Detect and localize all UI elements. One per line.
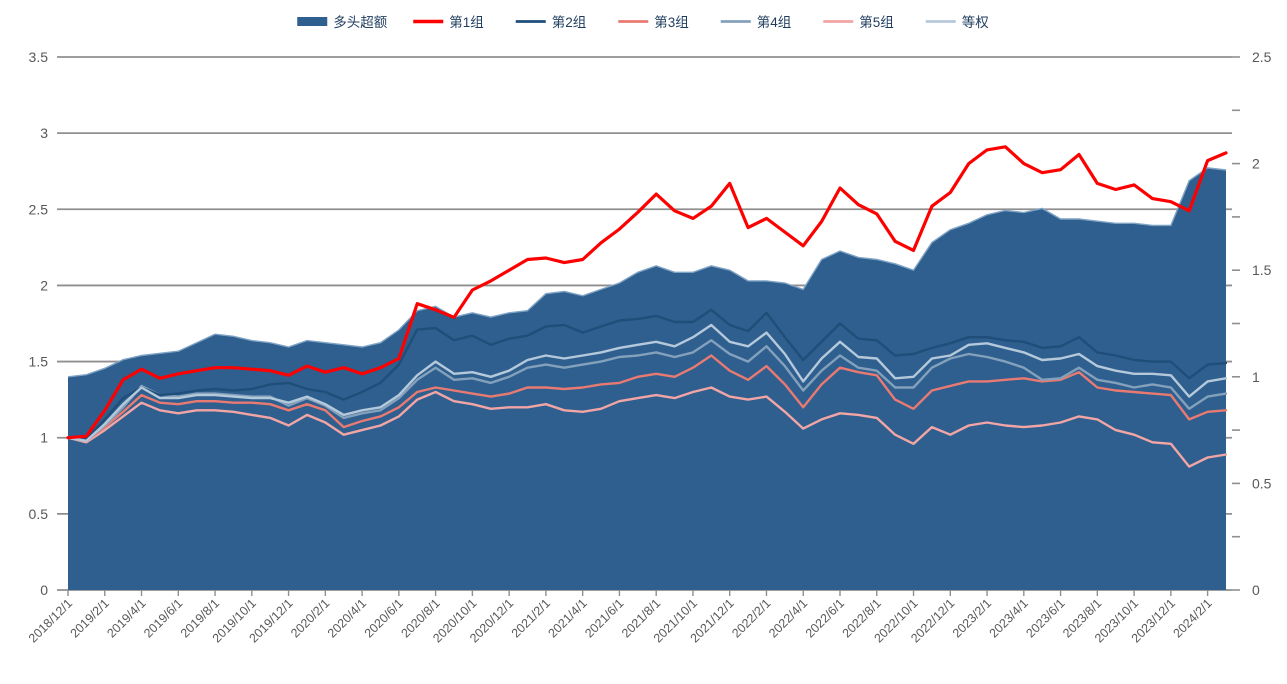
x-axis-tick-label: 2023/4/1 [987,596,1031,640]
series-area-long-excess [68,167,1226,590]
legend: 多头超额 第1组 第2组 第3组 第4组 第5组 等权 [297,14,989,30]
legend-item-3: 第3组 [618,14,689,30]
left-axis-tick-label: 2 [40,277,48,293]
left-axis-tick-label: 3 [40,125,48,141]
series-area-top-edge [67,167,1227,378]
legend-item-2: 第2组 [515,14,587,30]
x-axis-tick-label: 2022/4/1 [766,596,810,640]
series-line-2 [66,354,1228,442]
x-axis-tick-label: 2019/6/1 [141,596,185,640]
legend-label: 第5组 [859,14,894,30]
right-axis-tick-label: 0.5 [1252,475,1272,491]
series-line-4 [66,308,1228,441]
legend-label: 第1组 [449,14,484,30]
left-axis-tick-label: 3.5 [29,49,49,65]
x-axis-tick-label: 2023/6/1 [1023,596,1067,640]
legend-label: 多头超额 [333,14,387,30]
x-axis-tick-label: 2019/2/1 [68,596,112,640]
legend-item-5: 第5组 [823,14,894,30]
right-axis-tick-label: 2.5 [1252,49,1272,65]
left-axis-tick-label: 2.5 [29,201,49,217]
legend-label: 第3组 [654,14,689,30]
right-axis-tick-label: 2 [1252,156,1260,172]
x-axis-tick-label: 2023/2/1 [950,596,994,640]
series-line-1 [66,386,1228,468]
x-axis-tick-label: 2022/2/1 [729,596,773,640]
x-axis-tick-label: 2020/2/1 [288,596,332,640]
x-axis-tick-label: 2019/4/1 [104,596,148,640]
x-axis-tick-label: 2021/2/1 [509,596,553,640]
right-axis-tick-label: 1 [1252,369,1260,385]
left-axis-tick-label: 1 [40,430,48,446]
x-axis-tick-label: 2021/4/1 [545,596,589,640]
series-line-6 [66,145,1228,440]
legend-item-6: 等权 [925,14,990,30]
left-axis-tick-label: 0.5 [29,506,49,522]
legend-swatch-area [297,17,328,26]
x-axis-tick-label: 2022/6/1 [803,596,847,640]
x-axis-tick-label: 2020/4/1 [325,596,369,640]
legend-item-1: 第1组 [413,14,484,30]
x-axis-tick-label: 2024/2/1 [1170,596,1214,640]
legend-label: 第2组 [552,14,587,30]
left-axis-tick-label: 0 [40,582,48,598]
series-line-5 [66,323,1228,442]
legend-item-0: 多头超额 [297,14,388,30]
legend-label: 等权 [962,14,990,30]
right-axis-tick-label: 0 [1252,582,1260,598]
series-group [66,145,1228,590]
right-axis-labels: 0 0.5 1 1.5 2 2.5 [1232,49,1272,598]
left-axis-labels: 0 0.5 1 1.5 2 2.5 3 3.5 [29,49,49,598]
x-axis-tick-label: 2020/6/1 [362,596,406,640]
left-axis-tick-label: 1.5 [29,354,49,370]
x-axis-tick-label: 2021/6/1 [582,596,626,640]
right-axis-tick-label: 1.5 [1252,262,1272,278]
x-axis-tick-label: 2018/12/1 [26,596,75,645]
x-axis-labels: 2018/12/12019/2/12019/4/12019/6/12019/8/… [26,590,1215,645]
series-line-3 [66,339,1228,442]
legend-item-4: 第4组 [720,14,792,30]
legend-label: 第4组 [757,14,792,30]
